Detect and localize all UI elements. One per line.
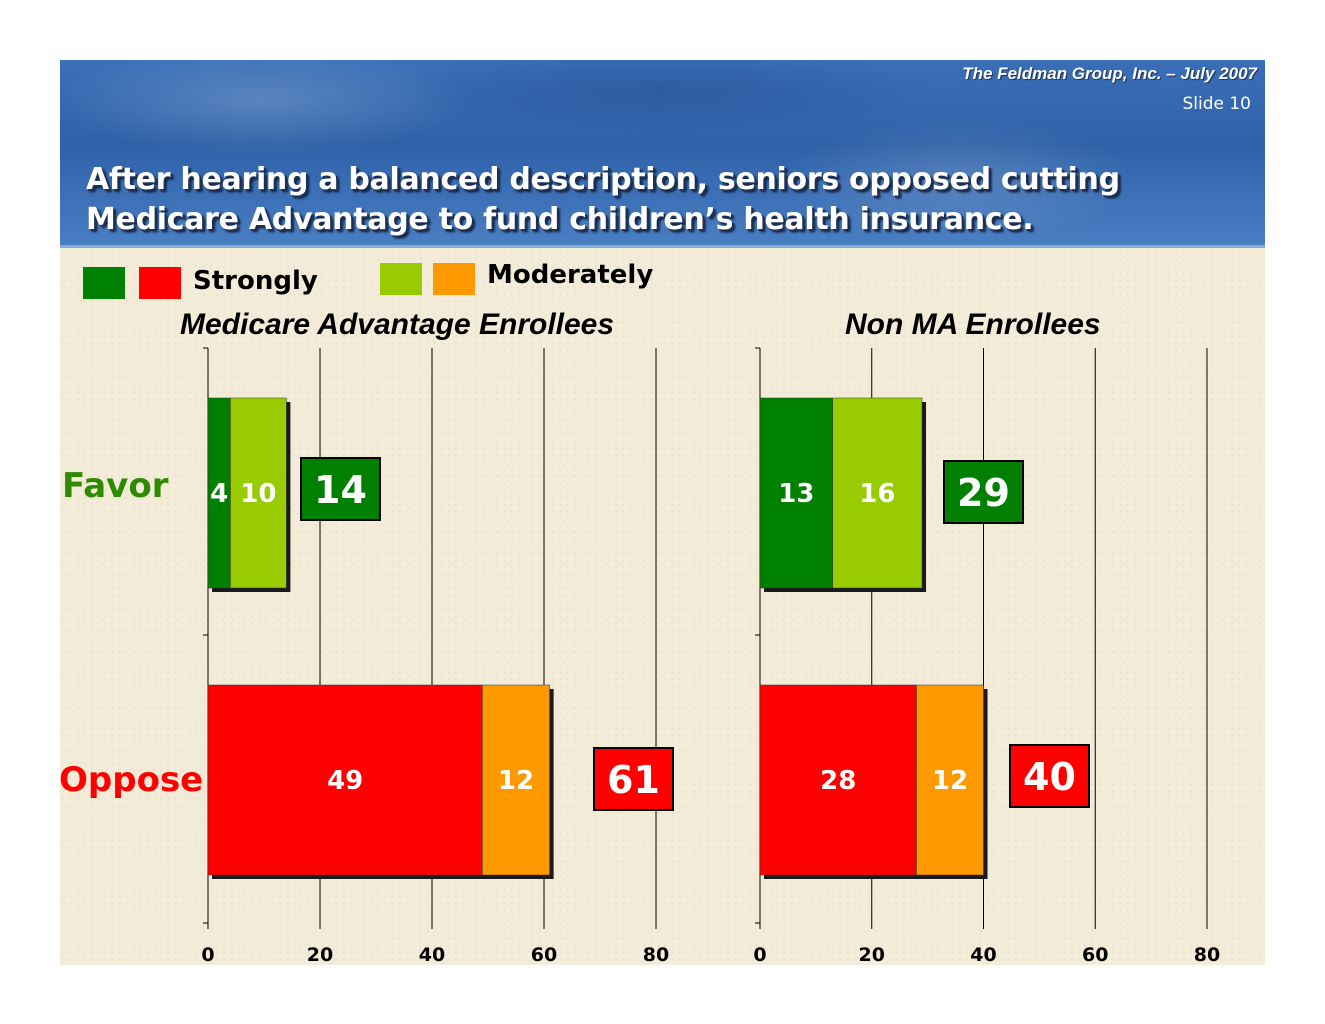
bar-label-ma-favor-moderately: 10 [240, 479, 276, 509]
total-label-non-ma-oppose: 40 [1023, 755, 1076, 799]
x-tick-label-non-ma-60: 60 [1082, 944, 1108, 966]
slide: The Feldman Group, Inc. – July 2007 Slid… [60, 60, 1265, 965]
slide-number: Slide 10 [1182, 94, 1251, 114]
x-tick-label-ma-0: 0 [201, 944, 214, 966]
slide-title: After hearing a balanced description, se… [86, 160, 1246, 240]
panel-title-non-ma: Non MA Enrollees [845, 308, 1101, 341]
x-tick-label-non-ma-0: 0 [753, 944, 766, 966]
x-tick-label-non-ma-80: 80 [1194, 944, 1220, 966]
legend-label-moderately: Moderately [487, 260, 654, 290]
legend-swatch-strongly-favor [83, 267, 125, 299]
total-box-non-ma-favor [943, 460, 1024, 524]
bar-non-ma-favor-strongly [759, 397, 833, 589]
panel-title-ma: Medicare Advantage Enrollees [180, 308, 615, 341]
legend-swatch-moderately-favor [380, 263, 422, 295]
x-tick-label-ma-60: 60 [531, 944, 557, 966]
bar-ma-favor-moderately [230, 397, 287, 589]
total-label-ma-oppose: 61 [607, 758, 660, 802]
slide-title-line-2: Medicare Advantage to fund children’s he… [86, 202, 1034, 237]
legend-label-strongly: Strongly [193, 266, 318, 296]
total-label-non-ma-favor: 29 [957, 471, 1010, 515]
row-label-favor: Favor [62, 466, 169, 506]
bar-label-non-ma-oppose-strongly: 28 [820, 766, 856, 796]
total-label-ma-favor: 14 [314, 468, 367, 512]
x-tick-label-non-ma-20: 20 [859, 944, 885, 966]
x-tick-label-ma-20: 20 [307, 944, 333, 966]
bar-label-non-ma-favor-strongly: 13 [778, 479, 814, 509]
bar-label-ma-oppose-moderately: 12 [498, 766, 534, 796]
legend-swatch-moderately-oppose [433, 263, 475, 295]
bar-label-non-ma-favor-moderately: 16 [859, 479, 895, 509]
x-tick-label-ma-40: 40 [419, 944, 445, 966]
bar-label-non-ma-oppose-moderately: 12 [932, 766, 968, 796]
bar-non-ma-oppose-moderately [916, 684, 984, 876]
total-box-ma-favor [300, 457, 381, 521]
bar-non-ma-favor-moderately [832, 397, 923, 589]
total-box-non-ma-oppose [1009, 744, 1090, 808]
total-box-ma-oppose [593, 747, 674, 811]
legend-swatch-strongly-oppose [139, 267, 181, 299]
bar-ma-oppose-moderately [482, 684, 550, 876]
byline: The Feldman Group, Inc. – July 2007 [962, 64, 1257, 83]
bar-non-ma-oppose-strongly [759, 684, 917, 876]
slide-header: The Feldman Group, Inc. – July 2007 Slid… [60, 60, 1265, 248]
x-tick-label-non-ma-40: 40 [970, 944, 996, 966]
bar-label-ma-favor-strongly: 4 [210, 479, 228, 509]
slide-title-line-1: After hearing a balanced description, se… [86, 162, 1120, 197]
x-tick-label-ma-80: 80 [643, 944, 669, 966]
bar-ma-oppose-strongly [207, 684, 483, 876]
bar-label-ma-oppose-strongly: 49 [327, 766, 363, 796]
row-label-oppose: Oppose [59, 760, 204, 800]
